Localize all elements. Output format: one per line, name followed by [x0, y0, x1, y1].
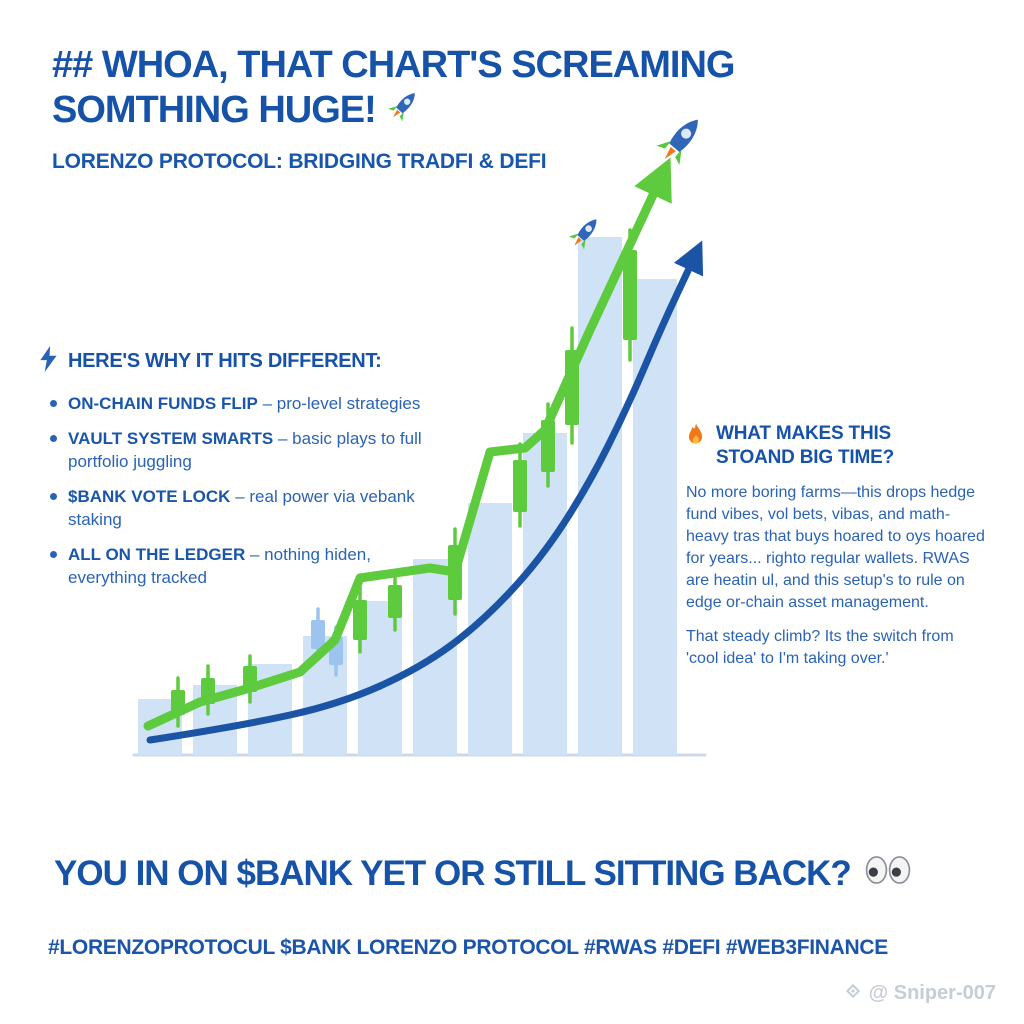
feature-bold: ON-CHAIN FUNDS FLIP	[68, 394, 258, 413]
rocket-icon	[557, 210, 607, 262]
bullet-dot	[50, 551, 57, 559]
feature-item: $BANK VOTE LOCK – real power via vebank …	[46, 486, 448, 531]
growth-chart-canvas	[132, 157, 707, 757]
flame-icon	[686, 422, 706, 453]
rocket-icon	[640, 106, 714, 183]
watermark: @ Sniper-007	[845, 982, 996, 1005]
eyes-icon	[865, 854, 911, 894]
hashtags: #LORENZOPROTOCUL $BANK LORENZO PROTOCOL …	[48, 936, 888, 959]
highlight-paragraph-2: That steady climb? Its the switch from '…	[686, 627, 954, 668]
feature-item: ON-CHAIN FUNDS FLIP – pro-level strategi…	[46, 393, 448, 415]
highlight-section: WHAT MAKES THIS STOAND BIG TIME? No more…	[686, 422, 986, 670]
title-line2: SOMTHING HUGE!	[52, 89, 377, 132]
bullet-dot	[50, 400, 57, 407]
feature-item: VAULT SYSTEM SMARTS – basic plays to ful…	[46, 428, 448, 473]
feature-rest: – basic plays to full portfolio juggling	[68, 429, 422, 471]
highlight-title-line2: STOAND BIG TIME?	[716, 446, 895, 468]
features-section: HERE'S WHY IT HITS DIFFERENT: ON-CHAIN F…	[40, 346, 480, 602]
header: ## WHOA, THAT CHART'S SCREAMING SOMTHING…	[52, 44, 832, 174]
features-list: ON-CHAIN FUNDS FLIP – pro-level strategi…	[46, 393, 480, 589]
feature-bold: VAULT SYSTEM SMARTS	[68, 429, 274, 449]
diamond-icon	[845, 982, 861, 1005]
page-title: ## WHOA, THAT CHART'S SCREAMING SOMTHING…	[52, 44, 832, 134]
title-line1: ## WHOA, THAT CHART'S SCREAMING	[52, 44, 735, 86]
lightning-icon	[40, 346, 58, 377]
cta-text: YOU IN ON $BANK YET OR STILL SITTING BAC…	[54, 854, 852, 893]
growth-chart	[120, 140, 740, 770]
cta: YOU IN ON $BANK YET OR STILL SITTING BAC…	[54, 854, 911, 894]
feature-rest: – real power via vebank staking	[68, 487, 415, 529]
highlight-title: WHAT MAKES THIS STOAND BIG TIME?	[716, 422, 894, 470]
watermark-text: @ Sniper-007	[868, 982, 996, 1004]
feature-bold: ALL ON THE LEDGER	[68, 545, 246, 565]
highlight-title-line1: WHAT MAKES THIS	[716, 423, 892, 444]
bullet-dot	[50, 493, 57, 501]
features-title: HERE'S WHY IT HITS DIFFERENT:	[68, 350, 382, 372]
subtitle: LORENZO PROTOCOL: BRIDGING TRADFI & DEFI	[52, 150, 547, 174]
feature-rest: – pro-level strategies	[262, 394, 421, 413]
rocket-icon	[373, 84, 424, 137]
highlight-paragraph-1: No more boring farms—this drops hedge fu…	[686, 483, 985, 611]
feature-item: ALL ON THE LEDGER – nothing hiden, every…	[46, 544, 448, 589]
feature-bold: $BANK VOTE LOCK	[68, 487, 231, 507]
feature-rest: – nothing hiden, everything tracked	[68, 545, 371, 587]
bullet-dot	[50, 435, 57, 443]
